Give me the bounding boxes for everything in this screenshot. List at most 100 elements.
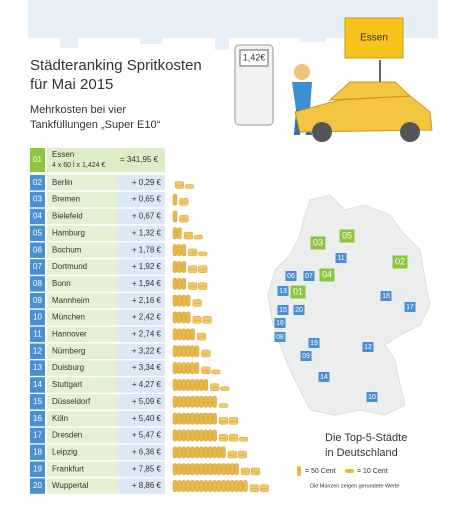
coin-10 [187,282,198,287]
coin-stack [172,362,221,375]
rank-box [30,208,45,225]
map-marker [318,372,330,382]
city: München [52,313,85,322]
coin-50 [181,294,187,307]
city: Dortmund [52,262,87,271]
rank: 06 [33,245,42,254]
value: + 4,27 € [132,380,162,389]
coin-50 [172,261,178,273]
map-marker [335,253,347,263]
coin-50 [212,446,217,459]
city: Essen [52,150,74,159]
map-marker [404,302,416,312]
coin-50 [172,446,178,459]
coin-50 [194,395,200,408]
city-bg [47,360,118,376]
coin-50 [172,328,178,341]
map-marker [274,318,286,328]
coin-50 [181,362,187,375]
map-marker [285,271,297,281]
coin-50 [181,244,187,257]
map-marker [277,286,289,296]
value: + 1,32 € [132,228,162,237]
legend-label: = 10 Cent [357,468,388,475]
coin-50 [225,463,231,476]
value: + 3,34 € [132,363,162,372]
coin-10 [192,299,202,304]
coin-50 [199,395,204,408]
coin-50 [172,294,178,307]
coin-50 [177,311,182,324]
coin-50 [181,480,187,492]
coin-50 [181,345,187,358]
rank: 20 [33,481,42,490]
coin-10 [259,484,269,489]
coin-50 [203,463,209,476]
value-bg [118,242,165,258]
coin-stack [172,294,202,307]
city-bg [47,343,118,359]
coin-50 [199,446,204,459]
coin-50 [181,463,187,476]
value: + 2,42 € [132,313,162,322]
rank-box [30,259,45,275]
rank-box [30,343,45,359]
map-marker [277,305,289,315]
city: Bielefeld [52,212,83,221]
coin-50 [243,480,248,492]
coin-stack [172,463,261,476]
city-bg [47,191,118,208]
rank: 15 [33,397,42,406]
rank: 03 [33,195,42,204]
map-marker-label: 12 [364,344,372,351]
city: Düsseldorf [52,397,91,406]
coin-10 [179,214,189,220]
coin-stack [174,181,195,189]
coin-50 [203,480,209,492]
coin-stack [172,480,269,492]
coin-50 [172,395,178,408]
formula: 4 x 60 l x 1,424 € [52,162,105,169]
coin-50 [190,345,195,358]
coin-50 [190,362,195,375]
map-marker [392,255,408,269]
map-marker-label: 19 [310,340,318,347]
rank-box [30,444,45,461]
value: + 1,92 € [132,262,162,271]
coin-10 [197,251,208,257]
map-marker [290,285,306,299]
illustration: 1,42€ Essen [234,17,433,142]
rank-box [30,326,45,343]
coin-50 [207,480,213,492]
coin-stack [172,429,249,442]
coin-50 [207,446,213,459]
value-bg [118,444,165,461]
coin-50 [172,311,178,324]
map-marker [308,338,320,348]
rank: 02 [33,178,42,187]
coin-50 [194,362,200,375]
rank: 11 [33,330,42,339]
coin-50 [221,446,226,459]
rank-box [30,377,45,393]
value: + 0,67 € [132,212,162,221]
map-marker-label: 04 [322,269,332,279]
coin-50 [199,480,204,492]
city-bg [47,309,118,326]
value-bg [118,276,165,292]
rank: 18 [33,447,42,456]
price-sign: 1,42€ [243,52,266,62]
coin-50 [216,446,222,459]
coin-10 [250,467,261,473]
city-bg [47,444,118,461]
coin-10 [179,198,189,203]
map-marker-label: 03 [313,237,323,247]
coin-50 [190,395,195,408]
coin-50 [185,480,191,492]
coin-50 [212,395,217,408]
coin-stack [172,379,230,391]
city: Hamburg [52,228,85,237]
coin-10 [187,248,198,254]
coin-50 [207,429,213,442]
